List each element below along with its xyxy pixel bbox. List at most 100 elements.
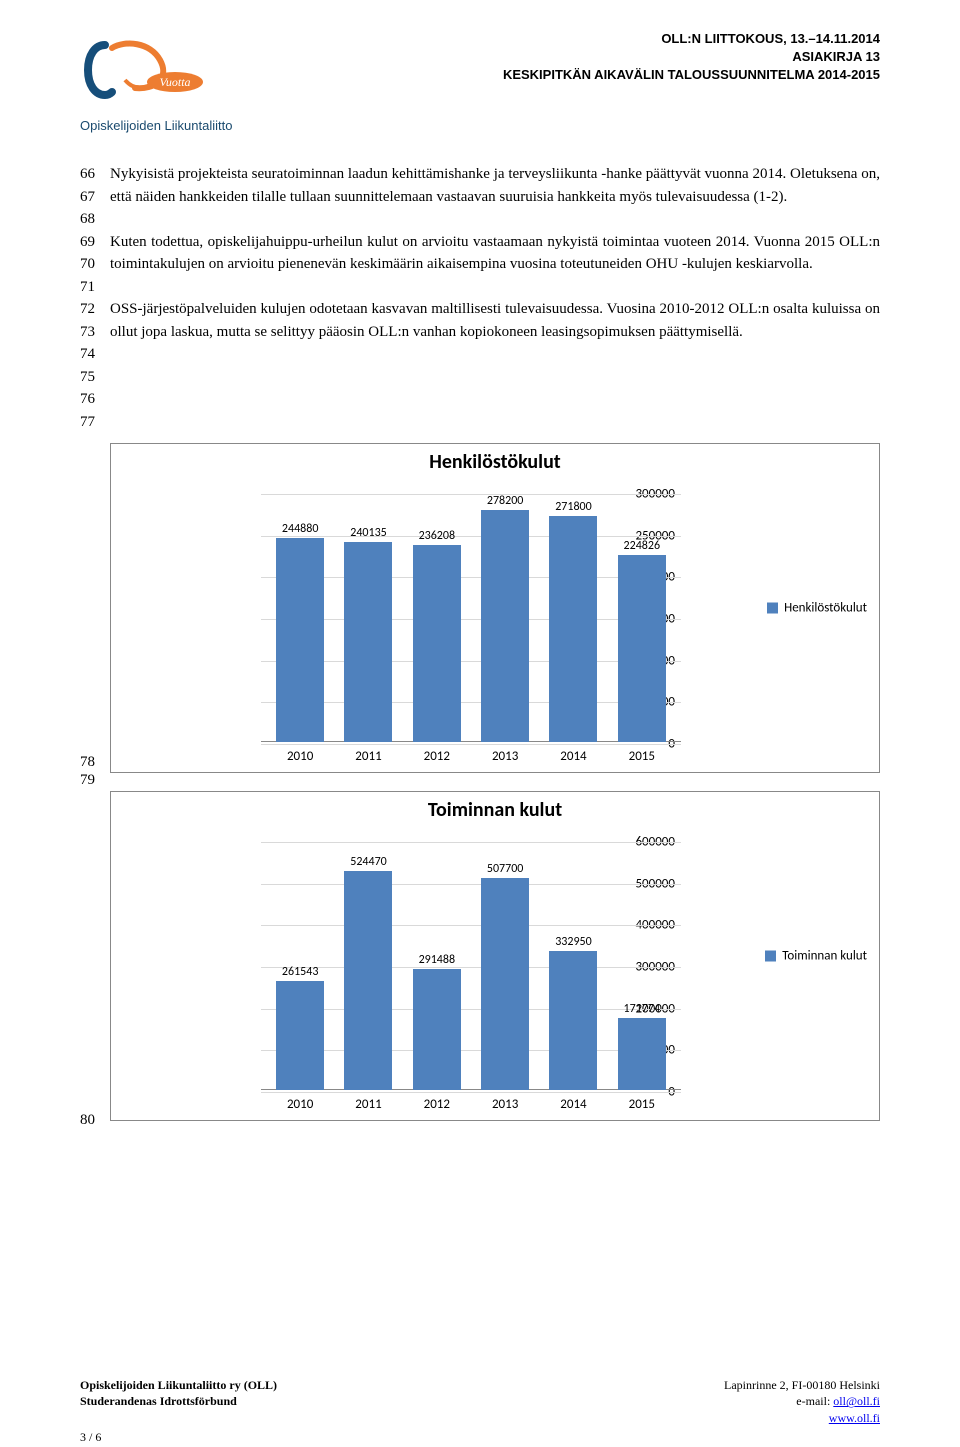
svg-text:Vuotta: Vuotta — [159, 75, 190, 89]
header-right: OLL:N LIITTOKOUS, 13.–14.11.2014 ASIAKIR… — [503, 30, 880, 85]
bar-group: 524470 — [338, 855, 398, 1090]
bar-group: 244880 — [270, 522, 330, 742]
header-line-2: ASIAKIRJA 13 — [503, 48, 880, 66]
line-number: 68 — [80, 208, 100, 231]
x-tick-label: 2014 — [543, 1097, 603, 1112]
x-tick-label: 2011 — [338, 749, 398, 764]
bar — [413, 545, 461, 742]
line-number: 75 — [80, 366, 100, 389]
bar-group: 507700 — [475, 862, 535, 1090]
x-tick-label: 2012 — [407, 749, 467, 764]
bar — [618, 555, 666, 742]
footer-email-link[interactable]: oll@oll.fi — [833, 1394, 880, 1408]
chart-toiminnan-kulut: Toiminnan kulut 0100000200000300000400000… — [110, 791, 880, 1121]
bar — [276, 538, 324, 742]
bar — [344, 542, 392, 742]
bar — [481, 510, 529, 742]
bar — [344, 871, 392, 1090]
bar — [413, 969, 461, 1090]
line-number: 77 — [80, 411, 100, 434]
paragraph-1: Nykyisistä projekteista seuratoiminnan l… — [110, 163, 880, 208]
line-number: 79 — [80, 771, 100, 789]
line-number: 78 — [80, 753, 100, 771]
bar-value-label: 524470 — [350, 855, 387, 869]
grid-line — [261, 744, 681, 745]
paragraph-3: OSS-järjestöpalveluiden kulujen odotetaa… — [110, 298, 880, 343]
bar — [549, 951, 597, 1090]
page-footer: Opiskelijoiden Liikuntaliitto ry (OLL) S… — [80, 1377, 880, 1427]
line-number: 80 — [80, 1111, 100, 1129]
grid-line — [261, 1092, 681, 1093]
bar-value-label: 236208 — [419, 529, 456, 543]
bar-value-label: 332950 — [555, 935, 592, 949]
x-tick-label: 2013 — [475, 1097, 535, 1112]
bar-value-label: 224826 — [624, 539, 661, 553]
legend-label: Toiminnan kulut — [782, 949, 867, 964]
line-number: 72 — [80, 298, 100, 321]
header-line-1: OLL:N LIITTOKOUS, 13.–14.11.2014 — [503, 30, 880, 48]
bar-value-label: 240135 — [350, 526, 387, 540]
line-number: 67 — [80, 186, 100, 209]
paragraph-2: Kuten todettua, opiskelijahuippu-urheilu… — [110, 231, 880, 276]
footer-email-line: e-mail: oll@oll.fi — [724, 1393, 880, 1410]
chart-block-2: 80 Toiminnan kulut 0100000200000300000400… — [80, 791, 880, 1129]
x-tick-label: 2010 — [270, 749, 330, 764]
bar-group: 171774 — [612, 1002, 672, 1090]
legend-swatch — [765, 951, 776, 962]
chart-henkilostokulut: Henkilöstökulut0500001000001500002000002… — [110, 443, 880, 773]
logo-caption: Opiskelijoiden Liikuntaliitto — [80, 118, 232, 133]
footer-address: Lapinrinne 2, FI-00180 Helsinki — [724, 1377, 880, 1394]
footer-web-link[interactable]: www.oll.fi — [829, 1411, 880, 1425]
footer-right: Lapinrinne 2, FI-00180 Helsinki e-mail: … — [724, 1377, 880, 1427]
line-number: 70 — [80, 253, 100, 276]
legend-label: Henkilöstökulut — [784, 601, 867, 616]
logo-block: Vuotta Opiskelijoiden Liikuntaliitto — [80, 30, 260, 133]
body-text: 666768697071727374757677 Nykyisistä proj… — [80, 163, 880, 433]
line-number: 74 — [80, 343, 100, 366]
bar — [618, 1018, 666, 1090]
bar-value-label: 291488 — [419, 953, 456, 967]
x-tick-label: 2010 — [270, 1097, 330, 1112]
line-number: 71 — [80, 276, 100, 299]
footer-left: Opiskelijoiden Liikuntaliitto ry (OLL) S… — [80, 1377, 277, 1427]
chart1-line-numbers: 7879 — [80, 443, 100, 789]
bar-group: 332950 — [543, 935, 603, 1090]
oll-logo-icon: Vuotta — [80, 30, 260, 120]
bar — [276, 981, 324, 1090]
bar-group: 240135 — [338, 526, 398, 742]
x-tick-label: 2011 — [338, 1097, 398, 1112]
bar-value-label: 507700 — [487, 862, 524, 876]
line-number: 76 — [80, 388, 100, 411]
line-number: 73 — [80, 321, 100, 344]
line-number: 66 — [80, 163, 100, 186]
bar-group: 271800 — [543, 500, 603, 743]
bar-value-label: 278200 — [487, 494, 524, 508]
chart-title: Toiminnan kulut — [111, 798, 879, 822]
bar-group: 236208 — [407, 529, 467, 742]
chart-block-1: 7879 Henkilöstökulut05000010000015000020… — [80, 443, 880, 789]
plot-area: 0100000200000300000400000500000600000261… — [191, 842, 681, 1090]
bars-group: 261543 524470 291488 507700 332950 171774 — [261, 842, 681, 1090]
header-line-3: KESKIPITKÄN AIKAVÄLIN TALOUSSUUNNITELMA … — [503, 66, 880, 84]
x-tick-label: 2013 — [475, 749, 535, 764]
bar — [549, 516, 597, 743]
chart-legend: Henkilöstökulut — [767, 601, 867, 616]
line-number: 69 — [80, 231, 100, 254]
page-number: 3 / 6 — [80, 1430, 101, 1445]
chart-title: Henkilöstökulut — [111, 450, 879, 474]
x-labels: 201020112012201320142015 — [261, 1097, 681, 1112]
bar-value-label: 244880 — [282, 522, 319, 536]
footer-org-name-sv: Studerandenas Idrottsförbund — [80, 1394, 237, 1408]
bar-value-label: 271800 — [555, 500, 592, 514]
page-header: Vuotta Opiskelijoiden Liikuntaliitto OLL… — [80, 30, 880, 133]
bar-group: 261543 — [270, 965, 330, 1090]
footer-org-name: Opiskelijoiden Liikuntaliitto ry (OLL) — [80, 1378, 277, 1392]
x-labels: 201020112012201320142015 — [261, 749, 681, 764]
bar-group: 278200 — [475, 494, 535, 742]
bar-group: 291488 — [407, 953, 467, 1090]
chart2-line-numbers: 80 — [80, 791, 100, 1129]
line-numbers: 666768697071727374757677 — [80, 163, 100, 433]
bar-group: 224826 — [612, 539, 672, 742]
bar — [481, 878, 529, 1090]
x-tick-label: 2015 — [612, 1097, 672, 1112]
